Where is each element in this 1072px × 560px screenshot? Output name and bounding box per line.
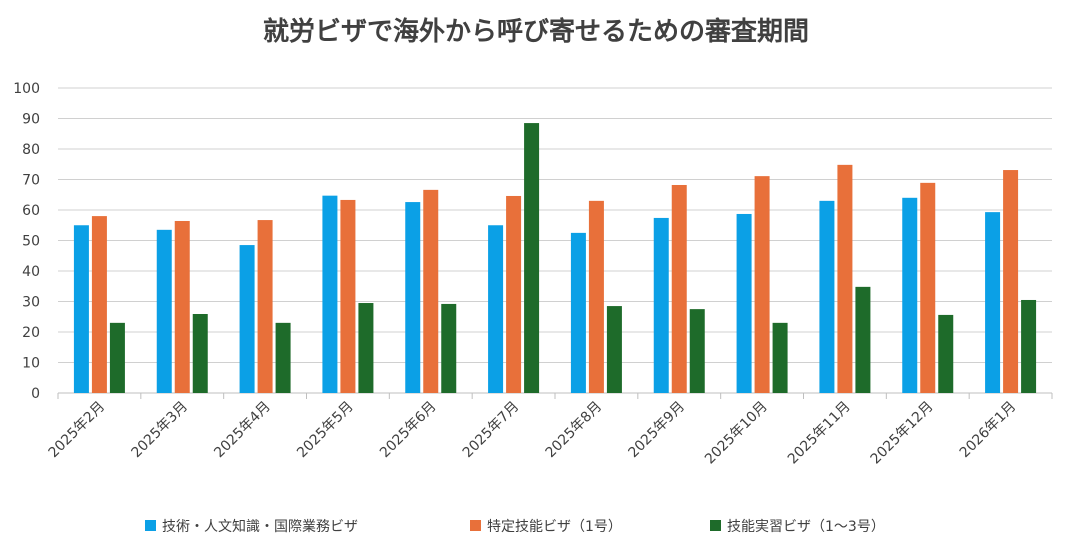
bar [91, 216, 107, 393]
y-tick-label: 80 [22, 142, 40, 158]
bar [588, 200, 604, 393]
bar [423, 189, 439, 393]
legend-swatch [145, 520, 156, 531]
legend-label: 特定技能ビザ（1号） [487, 519, 622, 535]
x-tick-label: 2025年8月 [543, 399, 606, 462]
bar [920, 182, 936, 393]
x-tick-label: 2025年12月 [868, 399, 937, 468]
x-tick-label: 2025年7月 [460, 399, 523, 462]
x-tick-label: 2025年4月 [211, 399, 274, 462]
y-tick-label: 10 [22, 356, 40, 372]
bar [736, 213, 752, 393]
legend-swatch [710, 520, 721, 531]
bar [819, 200, 835, 393]
bar [322, 195, 338, 393]
bar [837, 164, 853, 393]
bar [671, 184, 687, 393]
bar [109, 322, 125, 393]
x-tick-label: 2025年2月 [46, 399, 109, 462]
bar [441, 303, 457, 393]
y-tick-label: 90 [22, 112, 40, 128]
bar [772, 322, 788, 393]
bar [192, 314, 208, 393]
bar [653, 217, 669, 393]
bar [174, 220, 190, 393]
legend-label: 技能実習ビザ（1〜3号） [727, 519, 885, 535]
x-tick-label: 2025年11月 [785, 399, 854, 468]
x-tick-label: 2025年9月 [625, 399, 688, 462]
x-tick-label: 2026年1月 [957, 399, 1020, 462]
y-tick-label: 20 [22, 325, 40, 341]
x-tick-label: 2025年3月 [128, 399, 191, 462]
x-tick-label: 2025年10月 [702, 399, 771, 468]
bar [902, 197, 918, 393]
chart-title: 就労ビザで海外から呼び寄せるための審査期間 [263, 16, 809, 47]
y-tick-label: 70 [22, 173, 40, 189]
bar [257, 220, 273, 393]
bar [938, 314, 954, 393]
y-tick-label: 50 [22, 234, 40, 250]
bar [524, 123, 540, 393]
bar [239, 245, 255, 393]
bar [1021, 299, 1037, 393]
bar [570, 232, 586, 393]
bar [855, 286, 871, 393]
bar [1003, 170, 1019, 393]
bar [73, 225, 89, 393]
bar [405, 202, 421, 393]
y-tick-label: 100 [13, 81, 40, 97]
bar [985, 212, 1001, 393]
bar [358, 303, 374, 393]
x-tick-label: 2025年6月 [377, 399, 440, 462]
y-tick-label: 60 [22, 203, 40, 219]
y-tick-label: 0 [31, 386, 40, 402]
bar [156, 229, 172, 393]
y-tick-label: 30 [22, 295, 40, 311]
bar [275, 322, 291, 393]
bar [488, 225, 504, 393]
legend-swatch [470, 520, 481, 531]
bar [606, 306, 622, 393]
y-tick-label: 40 [22, 264, 40, 280]
bar [689, 309, 705, 393]
x-tick-label: 2025年5月 [294, 399, 357, 462]
legend-label: 技術・人文知識・国際業務ビザ [162, 518, 358, 535]
bar [754, 176, 770, 393]
bar [340, 199, 356, 393]
bar [506, 195, 522, 393]
